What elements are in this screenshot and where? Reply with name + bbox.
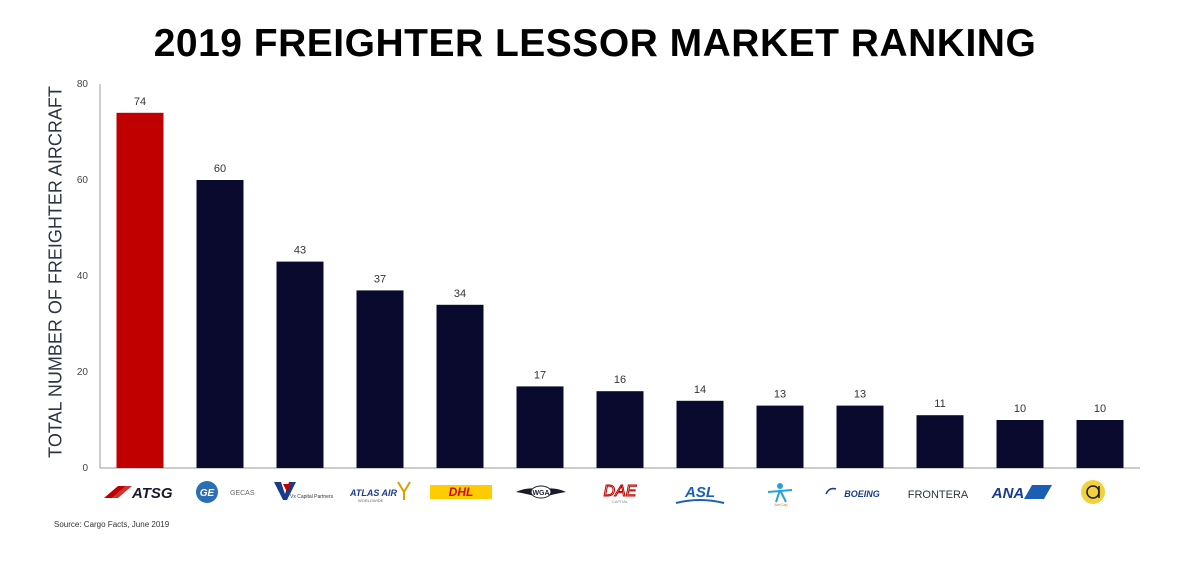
logo-boeing: BOEING bbox=[825, 487, 880, 499]
bars bbox=[116, 112, 1124, 469]
logo-vx: Vx Capital Partners bbox=[274, 482, 334, 500]
data-label-12: 10 bbox=[1014, 403, 1026, 415]
y-tick-label: 0 bbox=[82, 463, 88, 474]
y-tick-label: 60 bbox=[77, 175, 89, 186]
logo-atsg-text: ATSG bbox=[131, 485, 173, 502]
logo-dhl-text: DHL bbox=[449, 485, 474, 499]
data-label-11: 11 bbox=[934, 398, 945, 410]
y-tick-label: 40 bbox=[77, 271, 89, 282]
data-label-7: 16 bbox=[614, 374, 626, 386]
logo-frontera-text: FRONTERA bbox=[908, 489, 969, 501]
bar-4 bbox=[356, 290, 404, 468]
logo-asl: ASL bbox=[675, 484, 725, 504]
logo-vx-text: Vx Capital Partners bbox=[290, 494, 334, 500]
bar-5 bbox=[436, 304, 484, 468]
y-ticks: 0 20 40 60 80 bbox=[77, 79, 89, 474]
data-label-3: 43 bbox=[294, 245, 306, 257]
logo-wga-text: WGA bbox=[532, 490, 549, 497]
bar-6 bbox=[516, 386, 564, 468]
logo-gecas-text: GECAS bbox=[230, 490, 255, 497]
y-tick-label: 80 bbox=[77, 79, 89, 90]
data-label-5: 34 bbox=[454, 288, 466, 300]
logo-ge-text: GE bbox=[200, 488, 215, 499]
bar-13 bbox=[1076, 420, 1124, 468]
logo-amedeo bbox=[1081, 480, 1105, 504]
bar-8 bbox=[676, 400, 724, 468]
logo-atlas-text: ATLAS AIR bbox=[349, 488, 397, 498]
company-logos: ATSG GE GECAS Vx Capital Partners ATLAS … bbox=[104, 480, 1105, 507]
bar-10 bbox=[836, 405, 884, 468]
logo-asl-text: ASL bbox=[684, 484, 715, 501]
logo-dhl: DHL bbox=[430, 485, 492, 499]
logo-atlas-air: ATLAS AIR WORLDWIDE bbox=[349, 481, 411, 503]
source-note: Source: Cargo Facts, June 2019 bbox=[54, 520, 170, 529]
data-label-9: 13 bbox=[774, 389, 786, 401]
bar-11 bbox=[916, 415, 964, 468]
bar-9 bbox=[756, 405, 804, 468]
chart-title: 2019 FREIGHTER LESSOR MARKET RANKING bbox=[153, 22, 1037, 65]
data-label-2: 60 bbox=[214, 163, 226, 175]
bar-2 bbox=[196, 180, 244, 468]
logo-atlas-sub: WORLDWIDE bbox=[358, 498, 384, 503]
logo-dae-text: DAE bbox=[604, 483, 637, 500]
logo-ge-gecas: GE GECAS bbox=[196, 481, 255, 503]
data-label-6: 17 bbox=[534, 369, 546, 381]
data-label-13: 10 bbox=[1094, 403, 1106, 415]
logo-ana-text: ANA bbox=[991, 485, 1025, 502]
bar-12 bbox=[996, 420, 1044, 468]
logo-dae-sub: CAPITAL bbox=[612, 499, 629, 504]
logo-wga: WGA bbox=[516, 485, 566, 499]
logo-atsg: ATSG bbox=[104, 485, 173, 502]
logo-ana: ANA bbox=[991, 485, 1052, 502]
logo-aercap: AerCap bbox=[767, 483, 793, 507]
data-label-1: 74 bbox=[134, 96, 146, 108]
y-tick-label: 20 bbox=[77, 367, 89, 378]
logo-boeing-text: BOEING bbox=[844, 489, 880, 499]
bar-7 bbox=[596, 391, 644, 468]
data-label-4: 37 bbox=[374, 273, 386, 285]
logo-dae: DAE CAPITAL bbox=[603, 483, 637, 505]
bar-1 bbox=[116, 112, 164, 469]
data-label-8: 14 bbox=[694, 384, 706, 396]
logo-frontera: FRONTERA bbox=[908, 489, 969, 501]
data-label-10: 13 bbox=[854, 389, 866, 401]
data-labels: 74 60 43 37 34 17 16 14 13 13 11 10 10 bbox=[134, 96, 1106, 415]
bar-3 bbox=[276, 261, 324, 468]
logo-aercap-text: AerCap bbox=[774, 502, 788, 507]
